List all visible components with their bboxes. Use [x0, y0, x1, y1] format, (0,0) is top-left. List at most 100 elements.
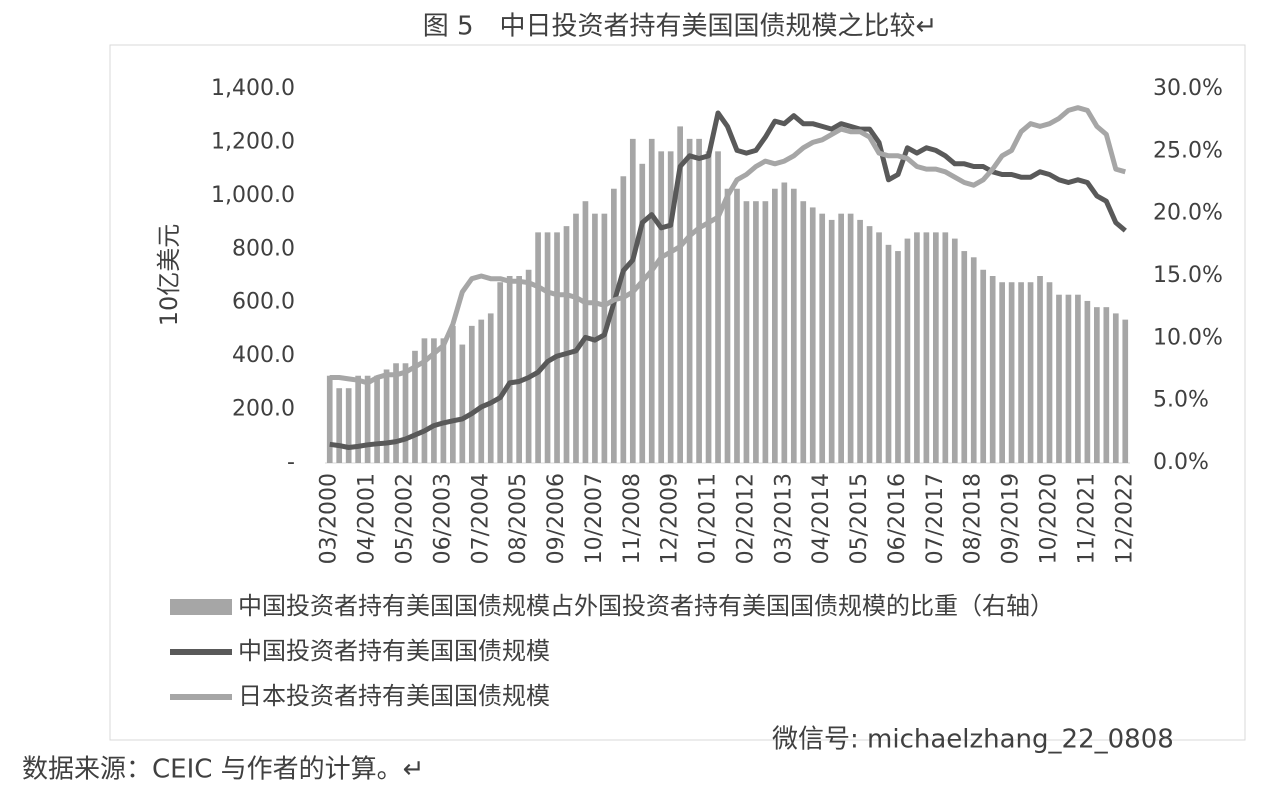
bar	[762, 201, 769, 463]
bar	[705, 151, 712, 464]
bar	[468, 325, 475, 463]
bar	[772, 188, 778, 463]
bar	[933, 232, 939, 463]
x-tick-label: 10/2020	[1037, 473, 1062, 564]
bar	[544, 232, 551, 463]
legend-label: 中国投资者持有美国国债规模	[238, 637, 550, 665]
bar	[1046, 282, 1053, 463]
x-tick-label: 09/2006	[544, 473, 569, 564]
y2-tick-label: 30.0%	[1153, 76, 1223, 101]
bar	[326, 375, 333, 463]
bar	[923, 232, 930, 463]
bar	[1018, 282, 1024, 463]
y-tick-label: 200.0	[232, 397, 295, 422]
line	[329, 105, 1126, 386]
bar	[450, 325, 456, 463]
bar	[677, 126, 683, 464]
watermark: 微信号: michaelzhang_22_0808	[772, 725, 1174, 755]
bar	[1037, 276, 1043, 463]
source-note: 数据来源：CEIC 与作者的计算。↵	[22, 755, 424, 785]
bar	[658, 151, 665, 464]
bar	[355, 375, 361, 463]
bar	[611, 188, 617, 463]
bar	[1065, 294, 1072, 463]
bar	[970, 257, 977, 463]
x-tick-label: 12/2009	[658, 473, 683, 564]
bar	[828, 219, 835, 463]
y-tick-label: 400.0	[232, 343, 295, 368]
x-tick-label: 03/2013	[771, 473, 796, 564]
y-tick-label: 800.0	[232, 236, 295, 261]
bar	[497, 282, 504, 463]
bar	[1094, 307, 1100, 463]
bar	[734, 188, 740, 463]
bar	[629, 138, 636, 463]
bar	[866, 226, 873, 463]
x-tick-label: 09/2019	[999, 473, 1024, 564]
x-tick-label: 04/2001	[355, 473, 380, 564]
x-tick-label: 02/2012	[733, 473, 758, 564]
bar	[819, 213, 826, 463]
bar	[809, 207, 816, 463]
bar	[696, 138, 702, 463]
x-tick-label: 03/2000	[317, 473, 342, 564]
bar	[790, 188, 797, 463]
x-tick-label: 07/2004	[468, 473, 493, 564]
bar	[1027, 282, 1034, 463]
y2-tick-label: 5.0%	[1153, 388, 1209, 413]
bar	[914, 232, 920, 463]
bar	[421, 338, 428, 463]
x-tick-label: 08/2005	[506, 473, 531, 564]
bar	[961, 251, 968, 463]
x-tick-label: 06/2016	[885, 473, 910, 564]
bar	[1056, 294, 1062, 463]
bar	[383, 369, 390, 463]
bar	[724, 188, 731, 463]
x-tick-label: 11/2021	[1074, 473, 1099, 564]
bar	[1075, 294, 1081, 463]
bar	[345, 388, 352, 463]
y-tick-label: 1,000.0	[211, 183, 295, 208]
bar	[667, 151, 674, 464]
bar	[393, 363, 399, 463]
bar	[743, 201, 750, 463]
y-tick-label: -	[287, 450, 295, 475]
x-tick-label: 06/2003	[430, 473, 455, 564]
x-tick-label: 01/2011	[696, 473, 721, 564]
bar	[942, 232, 949, 463]
bar	[487, 313, 494, 463]
bar	[516, 276, 522, 463]
bar	[781, 182, 788, 463]
chart-title: 图 5 中日投资者持有美国国债规模之比较↵	[423, 12, 938, 42]
x-tick-label: 08/2018	[961, 473, 986, 564]
bar	[980, 269, 987, 463]
y2-tick-label: 0.0%	[1153, 450, 1209, 475]
bar	[753, 201, 759, 463]
legend-label: 中国投资者持有美国国债规模占外国投资者持有美国国债规模的比重（右轴）	[238, 592, 1054, 620]
bar	[459, 344, 466, 463]
x-tick-label: 10/2007	[582, 473, 607, 564]
bar	[440, 338, 447, 463]
bar	[847, 213, 854, 463]
bar	[582, 201, 589, 463]
bar	[1122, 319, 1129, 463]
bar	[1084, 300, 1091, 463]
x-tick-label: 04/2014	[809, 473, 834, 564]
y-axis-title: 10亿美元	[155, 224, 183, 327]
legend-label: 日本投资者持有美国国债规模	[238, 682, 550, 710]
bar	[412, 350, 418, 463]
y2-tick-label: 15.0%	[1153, 263, 1223, 288]
bar	[478, 319, 485, 463]
bar	[989, 276, 996, 463]
x-tick-label: 07/2017	[923, 473, 948, 564]
y2-tick-label: 10.0%	[1153, 325, 1223, 350]
bar	[686, 138, 693, 463]
bar	[885, 244, 892, 463]
bar	[951, 238, 958, 463]
bar	[573, 213, 579, 463]
bar	[620, 176, 627, 463]
bar	[601, 213, 608, 463]
bar	[374, 375, 380, 463]
x-tick-label: 05/2015	[847, 473, 872, 564]
y2-tick-label: 25.0%	[1153, 138, 1223, 163]
